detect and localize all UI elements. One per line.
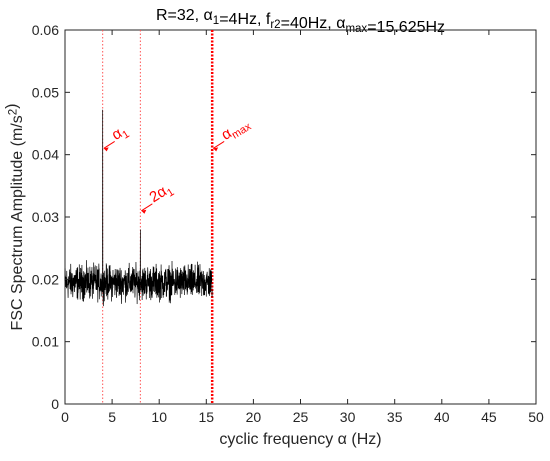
annotation-arrowhead [141,209,147,214]
axes-frame [64,29,537,405]
y-tick-label: 0.04 [32,147,59,163]
series-group [64,109,213,307]
chart-title: R=32, α1=4Hz, fr2=40Hz, αmax=15.625Hz [156,7,445,36]
annotation-arrow [141,203,153,212]
annotation-arrow [103,141,115,149]
annotation: 2α1 [146,180,176,209]
x-tick-label: 0 [61,409,69,425]
x-tick-label: 10 [151,409,167,425]
y-tick-label: 0 [51,396,59,412]
x-tick-label: 40 [434,409,450,425]
y-tick-label: 0.02 [32,271,59,287]
x-tick-label: 35 [387,409,403,425]
x-tick-label: 45 [481,409,497,425]
y-tick-label: 0.03 [32,209,59,225]
y-axis-ticks: 0 0.01 0.02 0.03 0.04 0.05 0.06 [32,22,536,412]
chart-title-text: R=32, α1=4Hz, fr2=40Hz, αmax=15.625Hz [156,7,445,36]
x-tick-label: 25 [293,409,309,425]
x-tick-label: 30 [340,409,356,425]
reference-lines [102,30,214,404]
series-line [64,109,213,307]
annotation-label: 2α1 [146,180,176,209]
y-tick-label: 0.01 [32,334,59,350]
annotation-arrow [212,141,225,149]
x-axis-label: cyclic frequency α (Hz) [219,431,381,448]
x-tick-label: 50 [528,409,544,425]
y-axis-label-text: FSC Spectrum Amplitude (m/s2) [3,104,26,331]
x-tick-label: 5 [108,409,116,425]
y-tick-label: 0.06 [32,22,59,38]
y-axis-label: FSC Spectrum Amplitude (m/s2) [3,104,26,331]
y-tick-label: 0.05 [32,84,59,100]
annotation-arrowhead [103,147,109,152]
annotation-arrowhead [213,147,219,152]
x-axis-ticks: 0 5 10 15 20 25 30 35 40 45 50 [61,30,544,425]
x-tick-label: 20 [246,409,262,425]
x-tick-label: 15 [199,409,215,425]
